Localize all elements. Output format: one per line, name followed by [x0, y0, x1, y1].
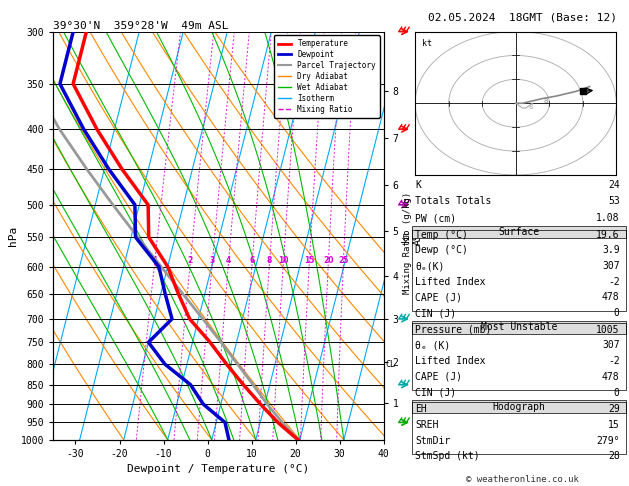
Text: 53: 53 [608, 196, 620, 207]
Text: 478: 478 [602, 293, 620, 302]
Text: 29: 29 [608, 404, 620, 414]
Text: PW (cm): PW (cm) [415, 213, 456, 223]
Text: Temp (°C): Temp (°C) [415, 230, 468, 240]
Text: EH: EH [415, 404, 427, 414]
Text: Dewp (°C): Dewp (°C) [415, 245, 468, 255]
Text: 15: 15 [304, 257, 314, 265]
Text: 25: 25 [338, 257, 348, 265]
Text: 39°30'N  359°28'W  49m ASL: 39°30'N 359°28'W 49m ASL [53, 21, 229, 31]
Text: CL: CL [386, 360, 396, 369]
Text: Lifted Index: Lifted Index [415, 277, 486, 287]
Text: 28: 28 [608, 451, 620, 461]
Text: © weatheronline.co.uk: © weatheronline.co.uk [465, 474, 579, 484]
Text: 3.9: 3.9 [602, 245, 620, 255]
Text: 0: 0 [614, 388, 620, 398]
Text: θₑ (K): θₑ (K) [415, 341, 450, 350]
Text: 0: 0 [614, 308, 620, 318]
Text: 307: 307 [602, 261, 620, 271]
Text: 6: 6 [250, 257, 255, 265]
Text: 3: 3 [210, 257, 215, 265]
Text: 8: 8 [528, 104, 533, 110]
Text: StmSpd (kt): StmSpd (kt) [415, 451, 480, 461]
Text: kt: kt [422, 39, 432, 48]
Text: Mixing Ratio (g/kg): Mixing Ratio (g/kg) [403, 192, 411, 294]
Text: CAPE (J): CAPE (J) [415, 293, 462, 302]
Text: Surface: Surface [498, 227, 540, 237]
Legend: Temperature, Dewpoint, Parcel Trajectory, Dry Adiabat, Wet Adiabat, Isotherm, Mi: Temperature, Dewpoint, Parcel Trajectory… [274, 35, 380, 118]
Text: Totals Totals: Totals Totals [415, 196, 491, 207]
Text: θₑ(K): θₑ(K) [415, 261, 445, 271]
Text: CAPE (J): CAPE (J) [415, 372, 462, 382]
Text: Most Unstable: Most Unstable [481, 322, 557, 332]
Text: CIN (J): CIN (J) [415, 388, 456, 398]
Text: Lifted Index: Lifted Index [415, 356, 486, 366]
Text: K: K [415, 180, 421, 190]
Text: Hodograph: Hodograph [493, 402, 545, 412]
Y-axis label: km
ASL: km ASL [401, 227, 423, 244]
Text: 1: 1 [152, 257, 157, 265]
Text: 1005: 1005 [596, 325, 620, 335]
Text: 19.6: 19.6 [596, 230, 620, 240]
Text: -2: -2 [608, 277, 620, 287]
Text: 478: 478 [602, 372, 620, 382]
Text: Pressure (mb): Pressure (mb) [415, 325, 491, 335]
Text: 20: 20 [323, 257, 333, 265]
Text: SREH: SREH [415, 420, 438, 430]
Text: 8: 8 [267, 257, 272, 265]
Text: 8: 8 [543, 98, 548, 104]
Text: 4: 4 [226, 257, 231, 265]
Text: 15: 15 [608, 420, 620, 430]
X-axis label: Dewpoint / Temperature (°C): Dewpoint / Temperature (°C) [128, 465, 309, 474]
Text: 24: 24 [608, 180, 620, 190]
Text: -2: -2 [608, 356, 620, 366]
Text: 10: 10 [278, 257, 289, 265]
Text: 1.08: 1.08 [596, 213, 620, 223]
Y-axis label: hPa: hPa [8, 226, 18, 246]
Text: 279°: 279° [596, 435, 620, 446]
Text: StmDir: StmDir [415, 435, 450, 446]
Text: 02.05.2024  18GMT (Base: 12): 02.05.2024 18GMT (Base: 12) [428, 12, 616, 22]
Text: 307: 307 [602, 341, 620, 350]
Text: 2: 2 [188, 257, 193, 265]
Text: CIN (J): CIN (J) [415, 308, 456, 318]
